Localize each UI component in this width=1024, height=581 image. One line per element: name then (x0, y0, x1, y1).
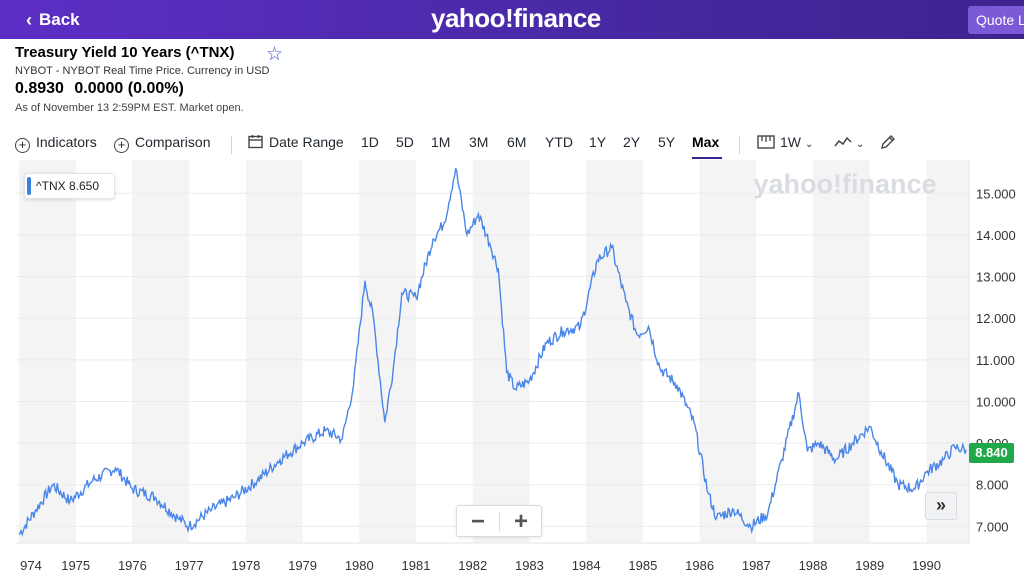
year-band (18, 160, 76, 543)
chart-type-dropdown[interactable]: ⌄ (834, 134, 864, 150)
x-tick-label: 1977 (175, 558, 204, 573)
x-tick-label: 1984 (572, 558, 601, 573)
range-1d[interactable]: 1D (361, 134, 379, 150)
range-5d[interactable]: 5D (396, 134, 414, 150)
chevron-down-icon: ⌄ (805, 139, 814, 150)
x-tick-label: 1980 (345, 558, 374, 573)
chart-legend[interactable]: ^TNX 8.650 (24, 173, 115, 199)
year-band (245, 160, 303, 543)
zoom-divider (499, 512, 500, 532)
plus-circle-icon: + (15, 138, 30, 153)
legend-label: ^TNX 8.650 (36, 179, 99, 193)
y-tick-label: 14.000 (976, 228, 1016, 243)
interval-ruler-icon (757, 135, 775, 149)
pencil-icon (881, 135, 895, 149)
date-range-button[interactable]: Date Range (248, 134, 344, 150)
series-line (18, 168, 967, 537)
x-tick-label: 1988 (799, 558, 828, 573)
chart-svg: yahoo!finance 7.0008.0009.00010.00011.00… (15, 160, 1016, 573)
calendar-icon (248, 135, 263, 149)
chevron-left-icon: ‹ (26, 9, 32, 30)
comparison-label: Comparison (135, 134, 211, 150)
range-1m[interactable]: 1M (431, 134, 451, 150)
range-3m[interactable]: 3M (469, 134, 489, 150)
x-tick-label: 1990 (912, 558, 941, 573)
back-button[interactable]: ‹ Back (26, 8, 80, 32)
year-bands (18, 160, 969, 543)
year-band (926, 160, 969, 543)
interval-dropdown[interactable]: 1W ⌄ (757, 134, 813, 150)
zoom-in-button[interactable]: + (513, 508, 528, 535)
legend-color-bar (27, 177, 31, 195)
draw-tool-button[interactable] (880, 134, 896, 150)
y-tick-label: 12.000 (976, 311, 1016, 326)
quote-price: 0.8930 (15, 80, 64, 97)
indicators-button[interactable]: + Indicators (15, 134, 97, 153)
indicators-label: Indicators (36, 134, 97, 150)
price-chart[interactable]: yahoo!finance 7.0008.0009.00010.00011.00… (0, 160, 1024, 581)
x-tick-label: 1985 (628, 558, 657, 573)
x-tick-label: 1989 (855, 558, 884, 573)
x-tick-label: 1981 (402, 558, 431, 573)
x-tick-label: 1982 (458, 558, 487, 573)
x-tick-label: 1986 (685, 558, 714, 573)
line-chart-icon (834, 136, 852, 147)
chevron-down-icon: ⌄ (856, 139, 865, 150)
interval-label: 1W (780, 134, 801, 150)
range-ytd[interactable]: YTD (545, 134, 573, 150)
x-tick-label: 1976 (118, 558, 147, 573)
zoom-controls: − + (456, 505, 542, 537)
brand-logo: yahoo!finance (431, 3, 601, 33)
x-tick-label: 974 (20, 558, 42, 573)
watchlist-star-icon[interactable]: ☆ (266, 44, 284, 65)
top-bar: ‹ Back yahoo!finance Quote L (0, 0, 1024, 39)
x-tick-label: 1987 (742, 558, 771, 573)
y-tick-label: 7.000 (976, 519, 1009, 534)
year-band (132, 160, 190, 543)
y-axis-ticks: 7.0008.0009.00010.00011.00012.00013.0001… (976, 186, 1016, 534)
y-tick-label: 13.000 (976, 270, 1016, 285)
back-label: Back (39, 10, 80, 29)
range-6m[interactable]: 6M (507, 134, 527, 150)
y-tick-label: 11.000 (976, 353, 1015, 368)
year-band (813, 160, 870, 543)
y-tick-label: 8.000 (976, 478, 1009, 493)
jump-to-latest-button[interactable]: » (925, 492, 957, 520)
x-axis-ticks: 974 1975 1976 1977 1978 1979 1980 1981 1982 1983 1… (20, 558, 941, 573)
range-max[interactable]: Max (692, 134, 720, 150)
x-tick-label: 1975 (61, 558, 90, 573)
year-band (359, 160, 416, 543)
date-range-label: Date Range (269, 134, 344, 150)
quote-change: 0.0000 (0.00%) (74, 80, 184, 97)
year-band (586, 160, 643, 543)
year-band (699, 160, 757, 543)
x-tick-label: 1979 (288, 558, 317, 573)
horizontal-grid (15, 192, 969, 527)
quote-lookup-button[interactable]: Quote L (968, 6, 1024, 34)
comparison-button[interactable]: + Comparison (114, 134, 210, 153)
y-tick-label: 15.000 (976, 186, 1016, 201)
last-price-tag: 8.840 (969, 443, 1014, 463)
toolbar-divider (739, 136, 740, 154)
quote-subtitle: NYBOT - NYBOT Real Time Price. Currency … (15, 65, 270, 77)
quote-as-of: As of November 13 2:59PM EST. Market ope… (15, 102, 244, 114)
toolbar-divider (231, 136, 232, 154)
range-2y[interactable]: 2Y (623, 134, 641, 150)
quote-price-row: 0.8930 0.0000 (0.00%) (15, 80, 190, 98)
active-range-underline (692, 157, 722, 159)
range-5y[interactable]: 5Y (658, 134, 676, 150)
x-tick-label: 1983 (515, 558, 544, 573)
zoom-out-button[interactable]: − (470, 508, 485, 535)
plus-circle-icon: + (114, 138, 129, 153)
x-tick-label: 1978 (231, 558, 260, 573)
range-1y[interactable]: 1Y (589, 134, 607, 150)
y-tick-label: 10.000 (976, 394, 1016, 409)
quote-title: Treasury Yield 10 Years (^TNX) (15, 44, 235, 61)
chart-toolbar: + Indicators + Comparison Date Range 1D 5D… (0, 128, 1024, 159)
chart-watermark: yahoo!finance (753, 169, 936, 199)
